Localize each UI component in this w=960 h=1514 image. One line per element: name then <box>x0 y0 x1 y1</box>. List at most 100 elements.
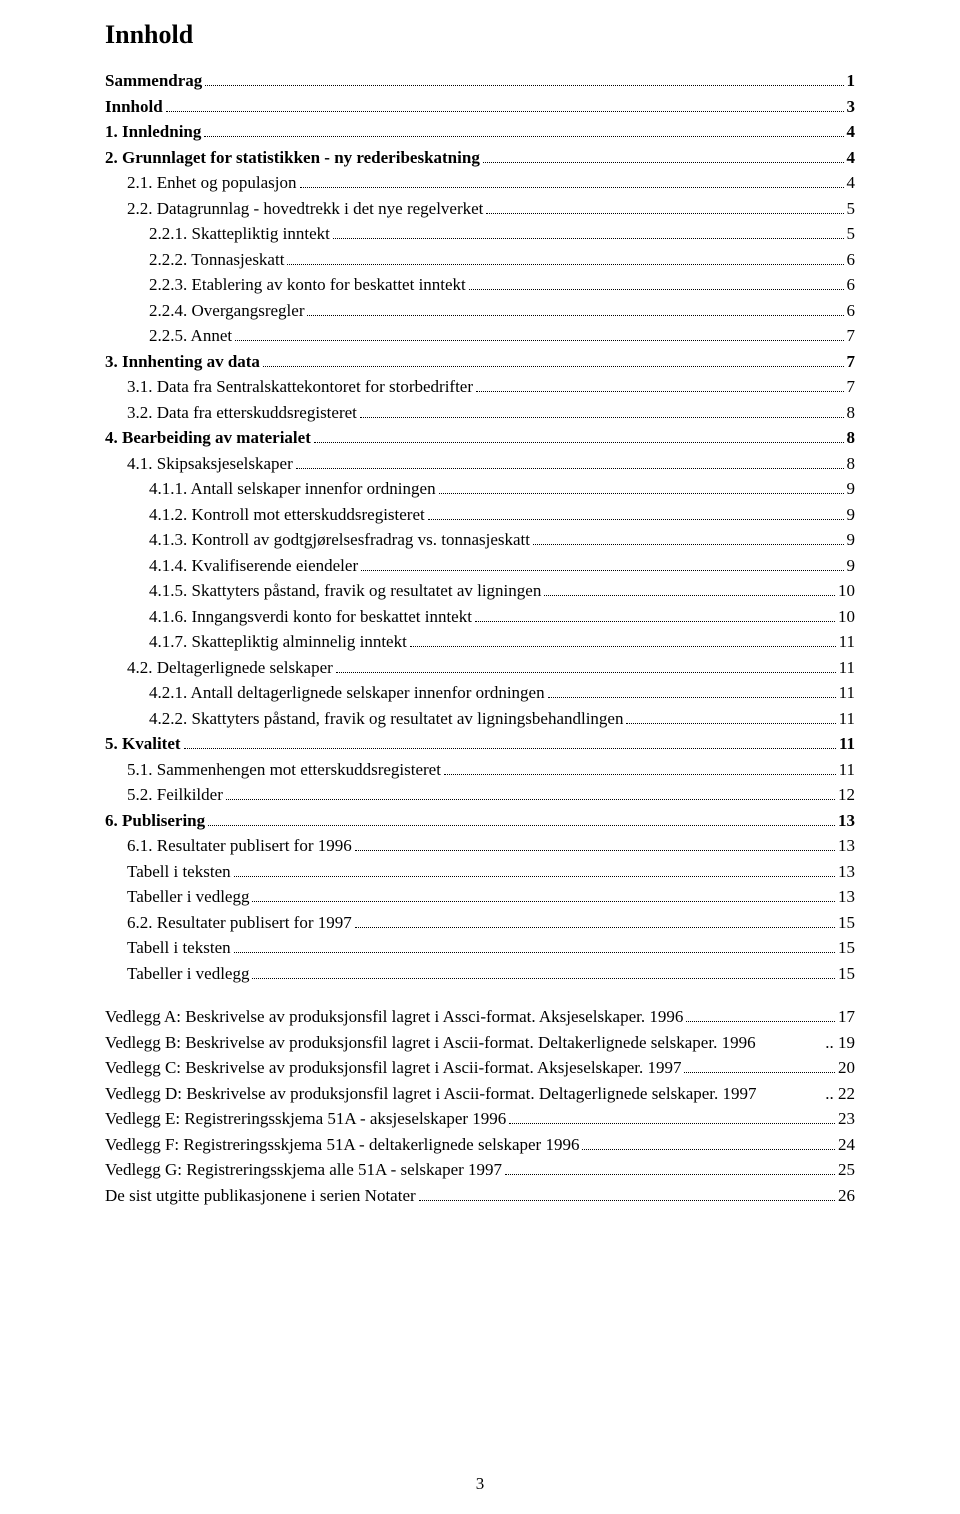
toc-entry: 4.1. Skipsaksjeselskaper8 <box>105 451 855 477</box>
toc-entry: 1. Innledning4 <box>105 119 855 145</box>
toc-entry-label: 5. Kvalitet <box>105 731 181 757</box>
toc-entry-label: 2.2. Datagrunnlag - hovedtrekk i det nye… <box>127 196 483 222</box>
toc-entry-page: 9 <box>847 476 856 502</box>
toc-leader-dots <box>355 927 835 928</box>
toc-leader-dots <box>300 187 844 188</box>
toc-entry: Vedlegg E: Registreringsskjema 51A - aks… <box>105 1106 855 1132</box>
toc-entry-label: 4.1.1. Antall selskaper innenfor ordning… <box>149 476 436 502</box>
toc-entry: 6. Publisering13 <box>105 808 855 834</box>
toc-entry-page: 11 <box>839 757 855 783</box>
toc-entry-label: Vedlegg F: Registreringsskjema 51A - del… <box>105 1132 579 1158</box>
toc-leader-dots <box>476 391 843 392</box>
toc-leader-dots <box>234 876 835 877</box>
toc-entry-page: 7 <box>847 349 856 375</box>
toc-entry: 5.1. Sammenhengen mot etterskuddsregiste… <box>105 757 855 783</box>
toc-leader-dots <box>419 1200 835 1201</box>
toc-entry-label: 4.1.6. Inngangsverdi konto for beskattet… <box>149 604 472 630</box>
toc-leader-dots <box>360 417 844 418</box>
toc-entry-label: Tabeller i vedlegg <box>127 961 249 987</box>
toc-leader-dots <box>234 952 835 953</box>
toc-entry: 4.2. Deltagerlignede selskaper11 <box>105 655 855 681</box>
toc-entry-page: 8 <box>847 400 856 426</box>
toc-entry-label: 2.2.3. Etablering av konto for beskattet… <box>149 272 466 298</box>
toc-entry-label: Vedlegg C: Beskrivelse av produksjonsfil… <box>105 1055 681 1081</box>
toc-entry-label: Sammendrag <box>105 68 202 94</box>
toc-entry-label: 5.1. Sammenhengen mot etterskuddsregiste… <box>127 757 441 783</box>
toc-entry: 4.2.2. Skattyters påstand, fravik og res… <box>105 706 855 732</box>
toc-entry: 4.1.5. Skattyters påstand, fravik og res… <box>105 578 855 604</box>
toc-entry-page: 9 <box>847 527 856 553</box>
toc-entry-label: 4. Bearbeiding av materialet <box>105 425 311 451</box>
toc-entry: Vedlegg B: Beskrivelse av produksjonsfil… <box>105 1030 855 1056</box>
toc-entry-label: 2.2.5. Annet <box>149 323 232 349</box>
toc-entry-page: 10 <box>838 578 855 604</box>
toc-entry-page: 13 <box>838 884 855 910</box>
toc-entry: Tabeller i vedlegg 15 <box>105 961 855 987</box>
toc-leader-dots <box>444 774 836 775</box>
toc-entry-label: 1. Innledning <box>105 119 201 145</box>
toc-entry-label: Vedlegg D: Beskrivelse av produksjonsfil… <box>105 1081 825 1107</box>
toc-entry-page: 15 <box>838 961 855 987</box>
page-title: Innhold <box>105 20 855 50</box>
toc-entry-page: 25 <box>838 1157 855 1183</box>
toc-entry: 3.1. Data fra Sentralskattekontoret for … <box>105 374 855 400</box>
toc-leader-dots <box>226 799 835 800</box>
toc-entry-label: 4.1. Skipsaksjeselskaper <box>127 451 293 477</box>
toc-entry: 2.2.5. Annet7 <box>105 323 855 349</box>
toc-entry: 4.1.1. Antall selskaper innenfor ordning… <box>105 476 855 502</box>
toc-entry-label: 6.2. Resultater publisert for 1997 <box>127 910 352 936</box>
toc-entry-page: 12 <box>838 782 855 808</box>
toc-entry-page: 6 <box>847 272 856 298</box>
toc-entry: 2.2.1. Skattepliktig inntekt5 <box>105 221 855 247</box>
toc-entry-label: Tabell i teksten <box>127 859 231 885</box>
toc-entry: 2.2.4. Overgangsregler6 <box>105 298 855 324</box>
toc-leader-dots <box>355 850 835 851</box>
toc-leader-dots <box>509 1123 835 1124</box>
toc-entry-page: 7 <box>847 374 856 400</box>
toc-entry-label: Innhold <box>105 94 163 120</box>
toc-entry: 6.2. Resultater publisert for 199715 <box>105 910 855 936</box>
toc-leader-dots <box>686 1021 835 1022</box>
toc-leader-dots <box>548 697 836 698</box>
toc-entry: 2.2.3. Etablering av konto for beskattet… <box>105 272 855 298</box>
toc-entry-page: .. 22 <box>825 1081 855 1107</box>
toc-leader-dots <box>684 1072 835 1073</box>
toc-entry: 2.2.2. Tonnasjeskatt6 <box>105 247 855 273</box>
toc-entry: Vedlegg D: Beskrivelse av produksjonsfil… <box>105 1081 855 1107</box>
toc-entry-page: 24 <box>838 1132 855 1158</box>
toc-leader-dots <box>333 238 844 239</box>
toc-entry-page: 4 <box>847 145 856 171</box>
toc-leader-dots <box>626 723 835 724</box>
toc-entry-label: 2.2.1. Skattepliktig inntekt <box>149 221 330 247</box>
toc-entry-label: 4.1.2. Kontroll mot etterskuddsregistere… <box>149 502 425 528</box>
toc-entry: Tabell i teksten15 <box>105 935 855 961</box>
toc-entry: 3. Innhenting av data 7 <box>105 349 855 375</box>
toc-leader-dots <box>544 595 835 596</box>
toc-leader-dots <box>428 519 844 520</box>
toc-leader-dots <box>439 493 844 494</box>
toc-entry: 6.1. Resultater publisert for 199613 <box>105 833 855 859</box>
toc-entry-label: 3. Innhenting av data <box>105 349 260 375</box>
toc-entry-page: 17 <box>838 1004 855 1030</box>
toc-entry-page: 10 <box>838 604 855 630</box>
toc-entry-label: Tabeller i vedlegg <box>127 884 249 910</box>
toc-leader-dots <box>314 442 844 443</box>
toc-entry: Tabeller i vedlegg 13 <box>105 884 855 910</box>
toc-entry-label: Vedlegg B: Beskrivelse av produksjonsfil… <box>105 1030 825 1056</box>
toc-leader-dots <box>184 748 836 749</box>
toc-entry: 4.2.1. Antall deltagerlignede selskaper … <box>105 680 855 706</box>
toc-entry-label: 2. Grunnlaget for statistikken - ny rede… <box>105 145 480 171</box>
toc-entry-label: 3.1. Data fra Sentralskattekontoret for … <box>127 374 473 400</box>
toc-entry: Innhold 3 <box>105 94 855 120</box>
toc-entry-page: 3 <box>847 94 856 120</box>
toc-leader-dots <box>361 570 843 571</box>
toc-entry: Vedlegg F: Registreringsskjema 51A - del… <box>105 1132 855 1158</box>
toc-entry: 4.1.2. Kontroll mot etterskuddsregistere… <box>105 502 855 528</box>
toc-entry: 2.1. Enhet og populasjon4 <box>105 170 855 196</box>
toc-entry-page: 8 <box>847 425 856 451</box>
toc-leader-dots <box>166 111 844 112</box>
toc-entry-label: Tabell i teksten <box>127 935 231 961</box>
toc-entry-page: 13 <box>838 859 855 885</box>
toc-entry-label: 5.2. Feilkilder <box>127 782 223 808</box>
toc-leader-dots <box>336 672 836 673</box>
